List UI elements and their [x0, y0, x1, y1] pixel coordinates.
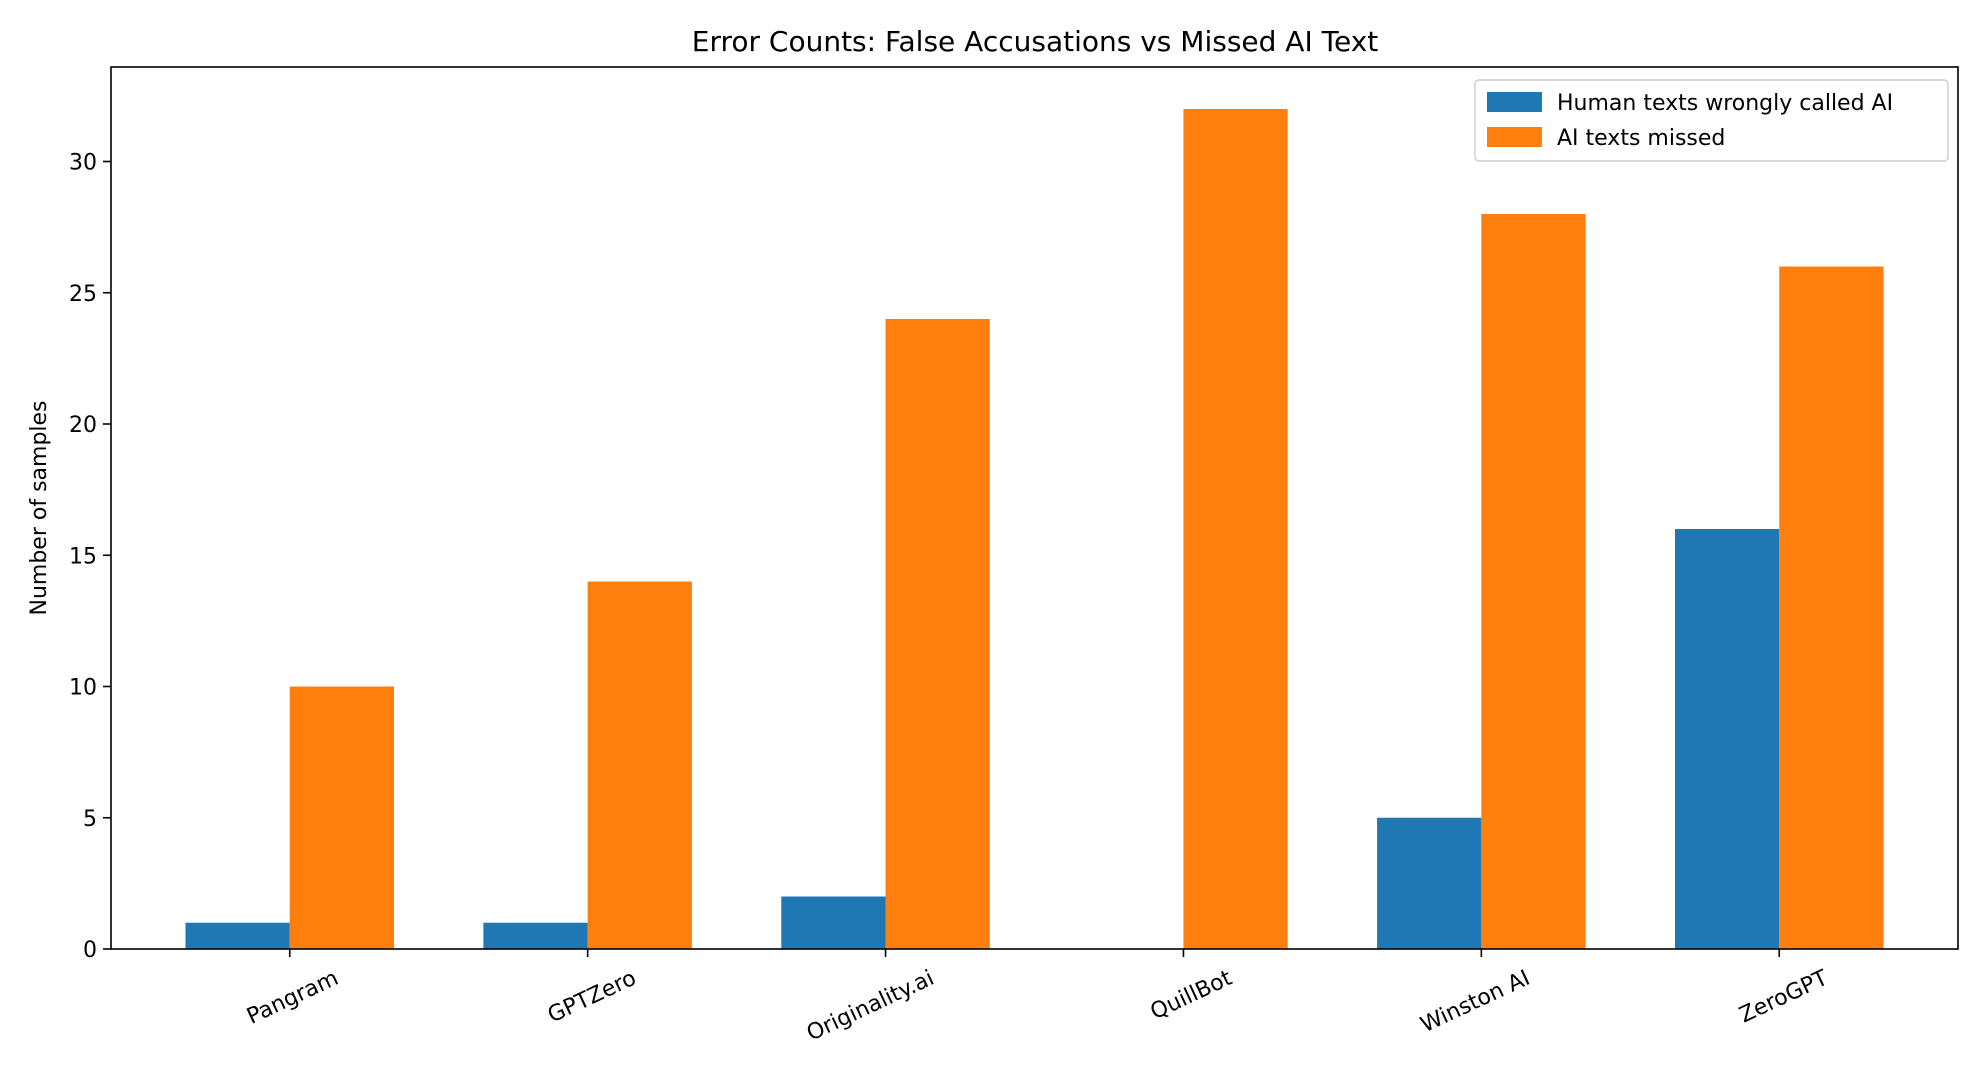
legend: Human texts wrongly called AI AI texts mi… [1474, 79, 1949, 162]
y-tick-label: 30 [69, 151, 97, 176]
bar-ai-missed-gptzero [587, 581, 692, 949]
y-tick-label: 10 [69, 676, 97, 701]
x-tick-label: Originality.ai [803, 966, 938, 1047]
bar-human-wrongly-ai-winston-ai [1377, 817, 1482, 949]
plot-frame [110, 66, 1959, 950]
x-tick-label: ZeroGPT [1736, 966, 1833, 1029]
x-tick-label: QuillBot [1147, 966, 1237, 1025]
y-tick-label: 25 [69, 282, 97, 307]
y-tick-label: 20 [69, 413, 97, 438]
bar-human-wrongly-ai-gptzero [483, 922, 588, 949]
legend-box [1474, 79, 1949, 162]
bars-layer [185, 109, 1884, 949]
legend-label: Human texts wrongly called AI [1557, 91, 1893, 116]
x-tick-label: Winston AI [1417, 966, 1534, 1038]
bar-human-wrongly-ai-originality-ai [781, 896, 886, 949]
legend-swatch [1487, 127, 1542, 147]
legend-label: AI texts missed [1557, 126, 1725, 151]
x-tick-label: GPTZero [544, 966, 640, 1029]
x-tick-label: Pangram [243, 966, 342, 1030]
bar-ai-missed-pangram [289, 686, 395, 949]
bar-ai-missed-zerogpt [1779, 266, 1884, 949]
y-axis-title: Number of samples [27, 400, 52, 615]
bar-human-wrongly-ai-zerogpt [1674, 529, 1780, 949]
y-tick-label: 0 [83, 938, 97, 963]
bar-ai-missed-winston-ai [1481, 214, 1586, 949]
bar-human-wrongly-ai-pangram [185, 922, 290, 949]
bar-ai-missed-originality-ai [885, 319, 990, 949]
y-tick-label: 15 [69, 544, 97, 569]
y-tick-label: 5 [83, 807, 97, 832]
bar-ai-missed-quillbot [1183, 109, 1288, 949]
legend-swatch [1487, 92, 1542, 112]
chart-title: Error Counts: False Accusations vs Misse… [692, 25, 1379, 58]
